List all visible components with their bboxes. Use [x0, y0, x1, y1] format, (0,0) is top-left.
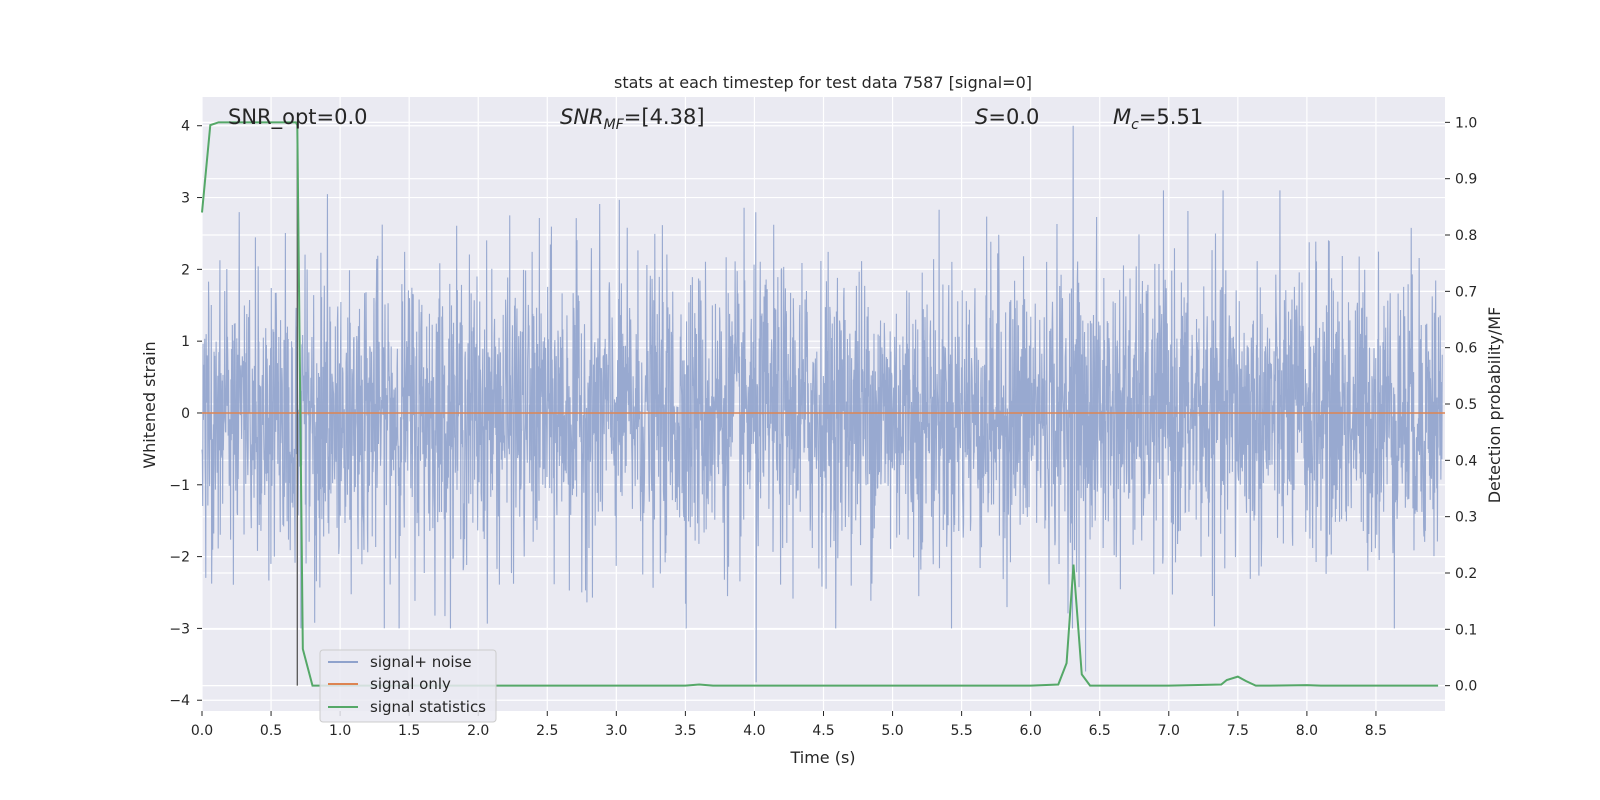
y-tick-label: −1	[169, 478, 190, 494]
x-tick-label: 3.5	[674, 723, 696, 739]
y-tick-label: −3	[169, 621, 190, 637]
mc-label: M	[1113, 105, 1131, 129]
annotation-s: S=0.0	[975, 105, 1039, 129]
noise-trace	[201, 125, 1443, 683]
series-signal-statistics	[201, 121, 1439, 687]
x-tick-label: 1.5	[398, 723, 420, 739]
y2-tick-label: 0.5	[1455, 397, 1477, 413]
snr-mf-value: =[4.38]	[624, 105, 705, 129]
x-tick-label: 2.5	[536, 723, 558, 739]
annotation-snr-opt: SNR_opt=0.0	[228, 105, 368, 130]
y-tick-label: 0	[181, 406, 190, 422]
x-tick-label: 4.0	[743, 723, 765, 739]
signal-statistics-trace	[201, 121, 1439, 687]
y2-axis-ticks: 1.0 0.9 0.8 0.7 0.6 0.5 0.4 0.3 0.2 0.1 0.0	[1445, 115, 1477, 695]
y-axis-ticks: 4 3 2 1 0 −1 −2 −3 −4	[169, 119, 202, 709]
y2-tick-label: 0.2	[1455, 566, 1477, 582]
legend-box	[319, 649, 497, 723]
y2-tick-label: 0.0	[1455, 679, 1477, 695]
legend: signal+ noise signal only signal statist…	[319, 649, 497, 723]
x-axis-ticks: 0.0 0.5 1.0 1.5 2.0 2.5 3.0 3.5 4.0 4.5 5.0 5.5 6.0 6…	[191, 711, 1387, 739]
legend-label-signal-only: signal only	[370, 675, 451, 693]
y-tick-label: 1	[181, 334, 190, 350]
x-tick-label: 3.0	[605, 723, 627, 739]
legend-label-signal-statistics: signal statistics	[370, 698, 486, 716]
y-tick-label: 3	[181, 191, 190, 207]
mc-subscript: c	[1131, 117, 1139, 133]
s-label: S	[975, 105, 988, 129]
snr-mf-subscript: MF	[604, 117, 625, 133]
y-tick-label: 4	[181, 119, 190, 135]
y2-tick-label: 1.0	[1455, 115, 1477, 131]
mc-value: =5.51	[1139, 105, 1203, 129]
y2-tick-label: 0.1	[1455, 622, 1477, 638]
x-tick-label: 5.0	[881, 723, 903, 739]
y-axis-label: Whitened strain	[140, 341, 159, 468]
annotation-mc: Mc=5.51	[1113, 105, 1203, 133]
y2-tick-label: 0.7	[1455, 284, 1477, 300]
series-signal-noise	[201, 125, 1443, 683]
y-tick-label: −4	[169, 693, 190, 709]
x-tick-label: 4.5	[812, 723, 834, 739]
x-tick-label: 6.0	[1020, 723, 1042, 739]
chart-title: stats at each timestep for test data 758…	[614, 73, 1032, 92]
y-tick-label: 2	[181, 262, 190, 278]
snr-mf-label: SNR	[560, 105, 604, 129]
annotation-snr-mf: SNRMF=[4.38]	[560, 105, 705, 133]
x-tick-label: 1.0	[329, 723, 351, 739]
x-tick-label: 0.5	[260, 723, 282, 739]
x-tick-label: 7.5	[1227, 723, 1249, 739]
y2-tick-label: 0.3	[1455, 510, 1477, 526]
x-tick-label: 8.5	[1365, 723, 1387, 739]
x-tick-label: 7.0	[1158, 723, 1180, 739]
y-tick-label: −2	[169, 550, 190, 566]
s-value: =0.0	[988, 105, 1039, 129]
x-tick-label: 6.5	[1089, 723, 1111, 739]
y2-tick-label: 0.9	[1455, 172, 1477, 188]
legend-label-signal-noise: signal+ noise	[370, 653, 472, 671]
x-tick-label: 0.0	[191, 723, 213, 739]
x-axis-label: Time (s)	[789, 748, 855, 767]
x-tick-label: 5.5	[950, 723, 972, 739]
y2-axis-label: Detection probability/MF	[1485, 307, 1504, 504]
y2-tick-label: 0.4	[1455, 453, 1477, 469]
y2-tick-label: 0.8	[1455, 228, 1477, 244]
x-tick-label: 8.0	[1296, 723, 1318, 739]
x-tick-label: 2.0	[467, 723, 489, 739]
y2-tick-label: 0.6	[1455, 341, 1477, 357]
